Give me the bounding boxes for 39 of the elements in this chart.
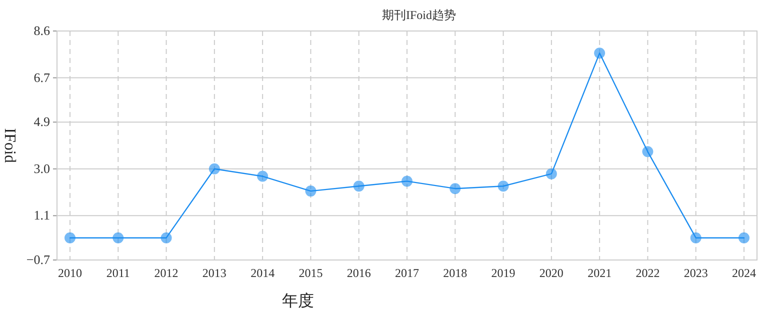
point bbox=[402, 176, 412, 187]
point bbox=[305, 186, 316, 197]
point bbox=[546, 168, 557, 180]
x-tick-label: 2015 bbox=[298, 266, 323, 280]
x-tick-label: 2014 bbox=[250, 266, 275, 280]
y-tick-label: 4.9 bbox=[34, 114, 50, 130]
x-tick-label: 2011 bbox=[106, 266, 130, 280]
x-tick-label: 2022 bbox=[636, 266, 660, 280]
x-tick-label: 2018 bbox=[443, 266, 468, 280]
point bbox=[690, 232, 702, 244]
point bbox=[353, 180, 364, 192]
x-tick-label: 2020 bbox=[539, 266, 564, 280]
point bbox=[64, 232, 76, 244]
chart-title: 期刊IFoid趋势 bbox=[382, 8, 456, 22]
x-tick-label: 2021 bbox=[588, 266, 612, 280]
point bbox=[208, 163, 220, 174]
x-tick-label: 2010 bbox=[58, 266, 82, 280]
y-tick-label: −0.7 bbox=[26, 252, 50, 267]
point bbox=[738, 232, 750, 244]
x-tick-label: 2013 bbox=[202, 266, 226, 280]
y-tick-label: 1.1 bbox=[34, 208, 50, 223]
point bbox=[112, 232, 124, 244]
y-tick-label: 8.6 bbox=[34, 23, 50, 38]
point bbox=[642, 146, 654, 158]
y-axis-title: IFoid bbox=[1, 128, 18, 163]
point bbox=[450, 183, 461, 194]
point bbox=[257, 170, 268, 182]
x-axis-title: 年度 bbox=[282, 292, 314, 310]
x-tick-label: 2016 bbox=[346, 266, 371, 280]
point bbox=[160, 232, 172, 244]
point bbox=[594, 48, 606, 59]
x-tick-label: 2019 bbox=[491, 266, 516, 280]
x-tick-label: 2023 bbox=[684, 266, 708, 280]
point bbox=[498, 180, 509, 192]
x-tick-label: 2012 bbox=[154, 266, 178, 280]
x-tick-label: 2024 bbox=[732, 266, 756, 280]
x-tick-label: 2017 bbox=[395, 266, 419, 280]
y-tick-label: 3.0 bbox=[34, 160, 50, 176]
y-tick-label: 6.7 bbox=[34, 70, 50, 85]
